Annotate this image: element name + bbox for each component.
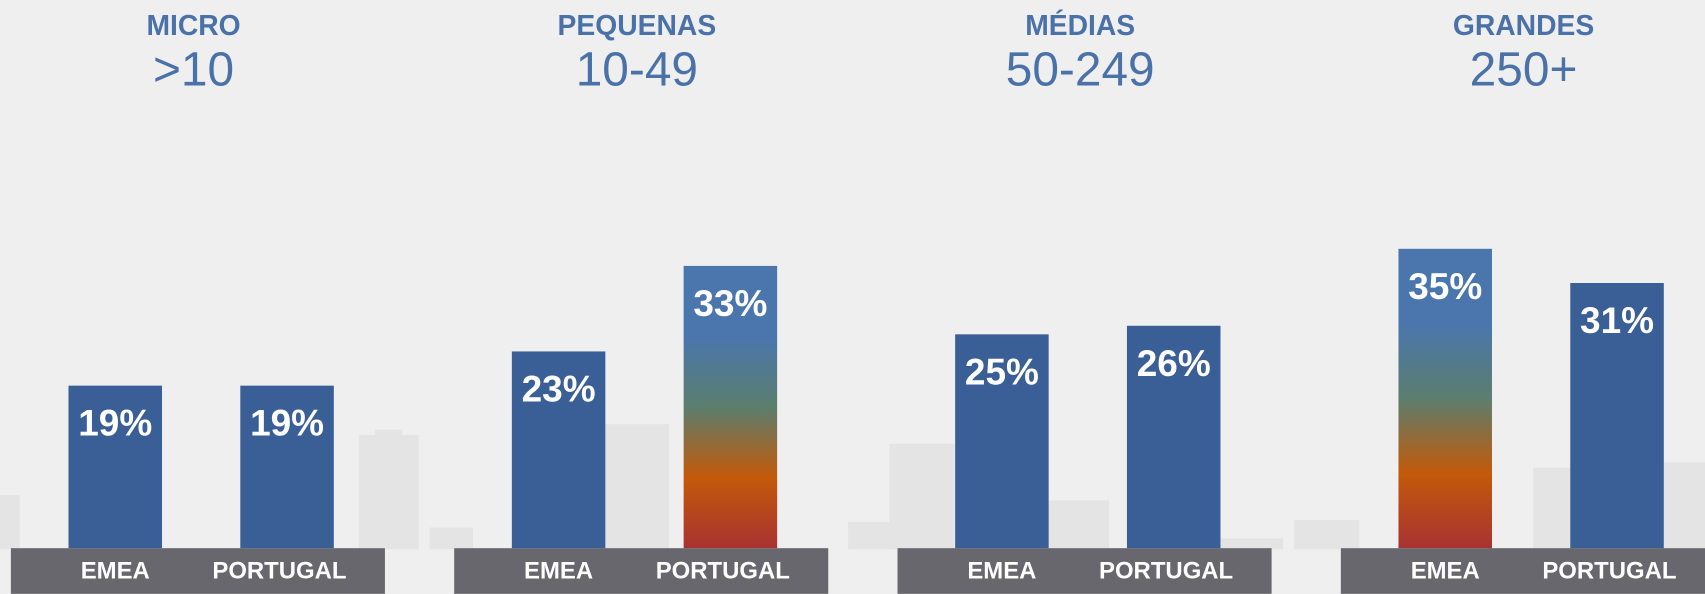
- group-title: GRANDES: [1453, 9, 1594, 41]
- value-label: 19%: [78, 403, 152, 444]
- group-subtitle: 10-49: [576, 44, 698, 97]
- group-subtitle: >10: [153, 44, 234, 97]
- value-label: 25%: [965, 351, 1039, 392]
- value-label: 23%: [522, 368, 596, 409]
- group-subtitle: 250+: [1470, 44, 1578, 97]
- category-label: EMEA: [1411, 557, 1480, 584]
- group-title: MÉDIAS: [1025, 9, 1135, 41]
- chart: MICRO>10 19% EMEA 19% PORTUGAL PEQUENAS10-49 2…: [0, 0, 1705, 594]
- category-label: PORTUGAL: [1542, 557, 1676, 584]
- category-label: EMEA: [524, 557, 593, 584]
- value-label: 19%: [250, 403, 324, 444]
- group-title: MICRO: [146, 9, 240, 41]
- value-label: 31%: [1580, 300, 1654, 341]
- group-subtitle: 50-249: [1006, 44, 1155, 97]
- category-label: EMEA: [967, 557, 1036, 584]
- value-label: 35%: [1408, 266, 1482, 307]
- value-label: 26%: [1137, 343, 1211, 384]
- category-label: PORTUGAL: [1099, 557, 1233, 584]
- category-label: PORTUGAL: [656, 557, 790, 584]
- group-title: PEQUENAS: [558, 9, 717, 41]
- category-label: EMEA: [81, 557, 150, 584]
- category-label: PORTUGAL: [212, 557, 346, 584]
- page: {"chart_data": [ {"type": "bar", "title"…: [0, 0, 1705, 594]
- value-label: 33%: [693, 283, 767, 324]
